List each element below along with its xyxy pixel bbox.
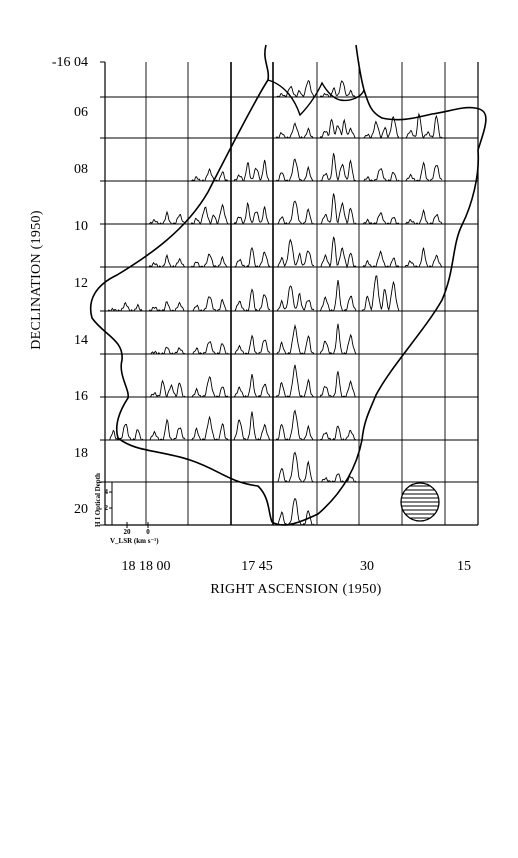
inset-scale-xlabel: V_LSR (km s⁻¹): [110, 537, 159, 545]
spectrum-line: [233, 201, 270, 225]
spectrum-line: [108, 423, 144, 441]
spectrum-line: [319, 371, 357, 398]
spectrum-line: [275, 323, 315, 355]
spectrum-line: [148, 210, 186, 225]
spectrum-line: [149, 379, 186, 398]
spectrum-line: [362, 115, 400, 139]
x-tick-label: 15: [457, 559, 471, 574]
x-tick-label: 18 18 00: [122, 559, 171, 574]
beam-symbol: [400, 482, 440, 522]
spectrum-line: [275, 158, 314, 182]
spectra-grid: [100, 61, 478, 526]
spectrum-line: [405, 161, 443, 182]
y-tick-label: 12: [74, 276, 88, 291]
spectrum-line: [361, 250, 400, 268]
plot-frame: [104, 62, 479, 525]
inset-scale-xtick-label: 20: [124, 528, 132, 536]
y-axis-title: DECLINATION (1950): [29, 210, 44, 350]
spectrum-line: [233, 246, 271, 268]
x-tick-label: 17 45: [241, 559, 273, 574]
x-tick-label: 30: [360, 559, 374, 574]
spectrum-line: [107, 301, 143, 312]
spectrum-scale-inset: 4 2 H I Optical Depth 20 0 V_LSR (km s⁻¹…: [94, 473, 159, 545]
spectrum-line: [276, 238, 315, 268]
spectrum-line: [319, 80, 356, 98]
inset-scale-xtick-label: 0: [146, 528, 150, 536]
spectra-lines: [107, 80, 443, 526]
spectrum-line: [190, 253, 228, 268]
spectrum-line: [319, 236, 357, 269]
spectrum-line: [319, 323, 357, 355]
spectrum-line: [234, 334, 271, 355]
spectrum-line: [233, 159, 271, 182]
spectrum-line: [190, 167, 229, 182]
spectrum-line: [319, 280, 357, 312]
spectrum-line: [275, 80, 315, 98]
emission-contour-arm: [267, 79, 365, 117]
spectrum-line: [191, 376, 229, 398]
spectrum-line: [148, 301, 185, 312]
spectrum-line: [276, 285, 315, 312]
y-tick-label: 20: [74, 502, 88, 517]
spectrum-line: [320, 473, 357, 483]
spectrum-line: [319, 118, 356, 139]
spectrum-line: [275, 364, 315, 398]
y-tick-label: 08: [74, 162, 88, 177]
spectrum-line: [149, 346, 186, 355]
y-tick-label: 16: [74, 389, 88, 404]
spectrum-line: [404, 208, 443, 225]
spectrum-line: [149, 418, 186, 441]
y-tick-labels: -16 04 06 08 10 12 14 16 18 20: [52, 55, 88, 517]
inset-scale-ytick-label: 2: [105, 504, 109, 512]
inset-scale-ylabel: H I Optical Depth: [94, 473, 102, 527]
spectrum-line: [234, 288, 271, 312]
y-tick-label: 10: [74, 219, 88, 234]
spectrum-line: [275, 409, 314, 441]
spectrum-line: [276, 200, 315, 225]
y-tick-label: 14: [74, 333, 88, 348]
spectrum-line: [275, 451, 315, 483]
x-axis-title: RIGHT ASCENSION (1950): [210, 582, 381, 597]
spectrum-line: [190, 203, 229, 226]
spectrum-line: [319, 153, 357, 182]
spectrum-line: [362, 212, 400, 225]
spectrum-line: [405, 112, 443, 140]
beam-hatch: [401, 485, 439, 519]
spectrum-line: [191, 341, 229, 355]
inset-scale-ytick-label: 4: [105, 488, 109, 496]
y-tick-label: 18: [74, 446, 88, 461]
spectrum-line: [148, 253, 186, 268]
spectrum-line: [362, 168, 400, 182]
spectrum-line: [190, 415, 229, 441]
spectrum-line: [276, 497, 315, 526]
spectrum-line: [275, 122, 315, 139]
spectrum-line: [191, 296, 229, 312]
spectrum-line: [320, 193, 357, 225]
emission-contour: [89, 44, 487, 526]
spectrum-line: [404, 247, 443, 268]
y-tick-label: 06: [74, 105, 88, 120]
spectrum-line: [319, 425, 357, 441]
spectrum-line: [361, 275, 400, 312]
spectrum-line: [233, 374, 271, 398]
y-tick-label: -16 04: [52, 55, 88, 70]
x-tick-labels: 18 18 00 17 45 30 15: [122, 559, 472, 574]
spectrum-line: [233, 411, 271, 441]
